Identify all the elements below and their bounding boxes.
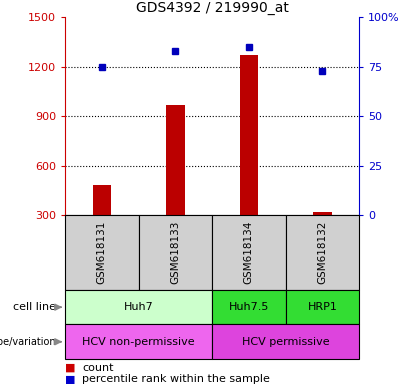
Bar (313, 212, 331, 215)
Text: GSM618134: GSM618134 (244, 221, 254, 284)
Text: Huh7: Huh7 (124, 302, 153, 312)
Bar (139, 215, 212, 290)
Bar (65, 290, 212, 324)
Text: ■: ■ (65, 374, 76, 384)
Text: Huh7.5: Huh7.5 (228, 302, 269, 312)
Bar (65, 215, 139, 290)
Bar (65, 324, 212, 359)
Bar (93, 185, 111, 215)
Bar (212, 324, 359, 359)
Bar (286, 215, 359, 290)
Text: cell line: cell line (13, 302, 56, 312)
Text: HCV non-permissive: HCV non-permissive (82, 337, 195, 347)
Text: count: count (82, 363, 113, 373)
Bar (212, 215, 286, 290)
Text: GSM618132: GSM618132 (318, 221, 327, 284)
Text: ■: ■ (65, 363, 76, 373)
Bar (212, 290, 286, 324)
Text: GSM618133: GSM618133 (171, 221, 180, 284)
Text: HCV permissive: HCV permissive (242, 337, 329, 347)
Text: HRP1: HRP1 (307, 302, 337, 312)
Bar (240, 55, 258, 215)
Bar (286, 290, 359, 324)
Text: GSM618131: GSM618131 (97, 221, 107, 284)
Text: genotype/variation: genotype/variation (0, 337, 56, 347)
Title: GDS4392 / 219990_at: GDS4392 / 219990_at (136, 1, 289, 15)
Text: percentile rank within the sample: percentile rank within the sample (82, 374, 270, 384)
Bar (166, 104, 184, 215)
